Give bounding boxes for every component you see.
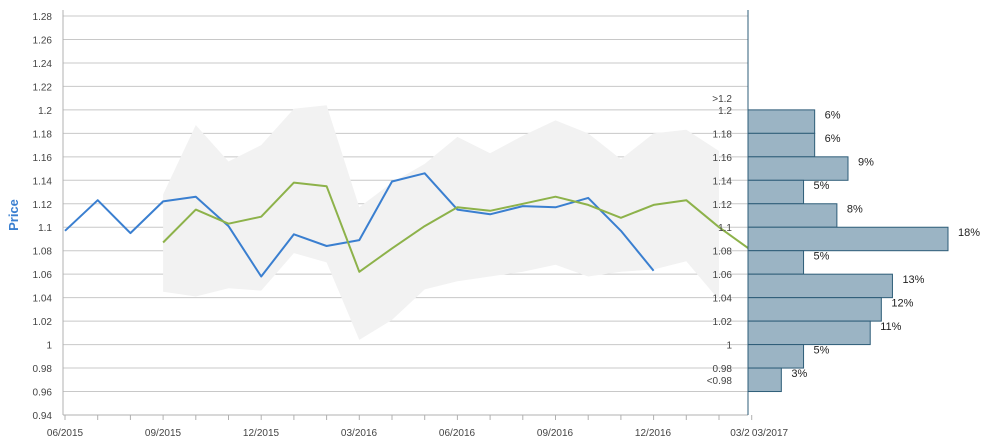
y-axis-title: Price bbox=[6, 199, 21, 231]
histogram-bar bbox=[747, 156, 849, 181]
y-tick-label: 1.18 bbox=[33, 129, 53, 140]
histogram-bar-label: 6% bbox=[825, 110, 841, 122]
histogram-bar-label: 9% bbox=[858, 157, 874, 169]
histogram-bar bbox=[747, 109, 816, 134]
histogram-bar-label: 5% bbox=[814, 344, 830, 356]
y-tick-label: 1.26 bbox=[33, 35, 53, 46]
histogram-axis-label: 1.02 bbox=[713, 317, 733, 328]
histogram-bar-label: 18% bbox=[958, 227, 980, 239]
histogram-axis-label: >1.2 bbox=[712, 94, 732, 105]
histogram-bar bbox=[747, 226, 949, 252]
histogram: 6% 6% 9% 5% 8% 18% 5% 13% 12% 11% 5% 3% bbox=[747, 109, 980, 393]
histogram-bar-label: 11% bbox=[880, 321, 901, 333]
y-tick-label: 1.16 bbox=[33, 153, 53, 164]
y-tick-label: 1.1 bbox=[38, 223, 52, 234]
histogram-bar-label: 3% bbox=[791, 368, 807, 380]
histogram-bar bbox=[747, 344, 805, 369]
x-tick-label: 03/2 bbox=[730, 428, 750, 439]
histogram-axis-label: 1.18 bbox=[713, 129, 733, 140]
histogram-bar bbox=[747, 367, 782, 393]
histogram-bar bbox=[747, 273, 893, 299]
y-tick-label: 1.14 bbox=[33, 176, 53, 187]
histogram-bar-label: 8% bbox=[847, 204, 863, 216]
histogram-bar bbox=[747, 250, 805, 275]
series-lines bbox=[64, 172, 753, 278]
y-tick-label: 1.08 bbox=[33, 247, 53, 258]
histogram-axis-label: 1.1 bbox=[718, 223, 732, 234]
x-tick-label: 03/2017 bbox=[752, 428, 789, 439]
histogram-axis-label: 1 bbox=[726, 341, 732, 352]
histogram-axis-label: 1.2 bbox=[718, 106, 732, 117]
y-tick-label: 1.22 bbox=[33, 82, 53, 93]
series-line-actual bbox=[64, 172, 655, 278]
y-tick-labels: 0.94 0.96 0.98 1 1.02 1.04 1.06 1.08 1.1 1.12 1.14… bbox=[33, 12, 53, 422]
y-tick-label: 1 bbox=[46, 341, 52, 352]
histogram-axis-label: 1.04 bbox=[713, 294, 733, 305]
histogram-axis-label: <0.98 bbox=[707, 376, 733, 387]
histogram-bar bbox=[747, 320, 871, 346]
histogram-axis-labels: >1.21.2 1.18 1.16 1.14 1.12 1.1 1.08 1.06 1.04 1.… bbox=[707, 94, 733, 387]
confidence-band-area bbox=[163, 105, 720, 340]
y-tick-label: 1.24 bbox=[33, 59, 53, 70]
histogram-bar-label: 6% bbox=[825, 133, 841, 145]
y-tick-label: 1.06 bbox=[33, 270, 53, 281]
y-tick-label: 1.02 bbox=[33, 317, 53, 328]
confidence-band bbox=[163, 105, 720, 340]
x-tick-label: 03/2016 bbox=[341, 428, 378, 439]
y-tick-label: 0.94 bbox=[33, 411, 53, 422]
histogram-bar bbox=[747, 203, 838, 228]
histogram-axis-label: 1.14 bbox=[713, 176, 733, 187]
x-tick-label: 12/2016 bbox=[635, 428, 672, 439]
histogram-bar bbox=[747, 132, 816, 158]
histogram-axis-label: 1.16 bbox=[713, 153, 733, 164]
x-tick-label: 06/2016 bbox=[439, 428, 476, 439]
y-tick-label: 1.2 bbox=[38, 106, 52, 117]
histogram-bar-label: 5% bbox=[814, 180, 830, 192]
histogram-axis-label: 1.06 bbox=[713, 270, 733, 281]
histogram-bar-label: 5% bbox=[814, 250, 830, 262]
x-tick-labels: 06/2015 09/2015 12/2015 03/2016 06/2016 09/20… bbox=[47, 428, 789, 439]
x-tick-label: 12/2015 bbox=[243, 428, 280, 439]
histogram-bar-label: 12% bbox=[891, 297, 913, 309]
x-tick-label: 09/2015 bbox=[145, 428, 182, 439]
histogram-axis-label: 0.98 bbox=[713, 364, 733, 375]
y-tick-label: 1.28 bbox=[33, 12, 53, 23]
y-tick-label: 1.04 bbox=[33, 294, 53, 305]
y-tick-label: 0.98 bbox=[33, 364, 53, 375]
y-tick-label: 0.96 bbox=[33, 388, 53, 399]
series-line-forecast bbox=[162, 181, 753, 273]
histogram-axis-label: 1.08 bbox=[713, 247, 733, 258]
x-tick-label: 09/2016 bbox=[537, 428, 574, 439]
histogram-bar-label: 13% bbox=[902, 274, 924, 286]
histogram-axis-label: 1.12 bbox=[713, 200, 733, 211]
histogram-bar bbox=[747, 297, 882, 322]
histogram-bar bbox=[747, 179, 805, 205]
x-tick-label: 06/2015 bbox=[47, 428, 84, 439]
y-tick-label: 1.12 bbox=[33, 200, 53, 211]
